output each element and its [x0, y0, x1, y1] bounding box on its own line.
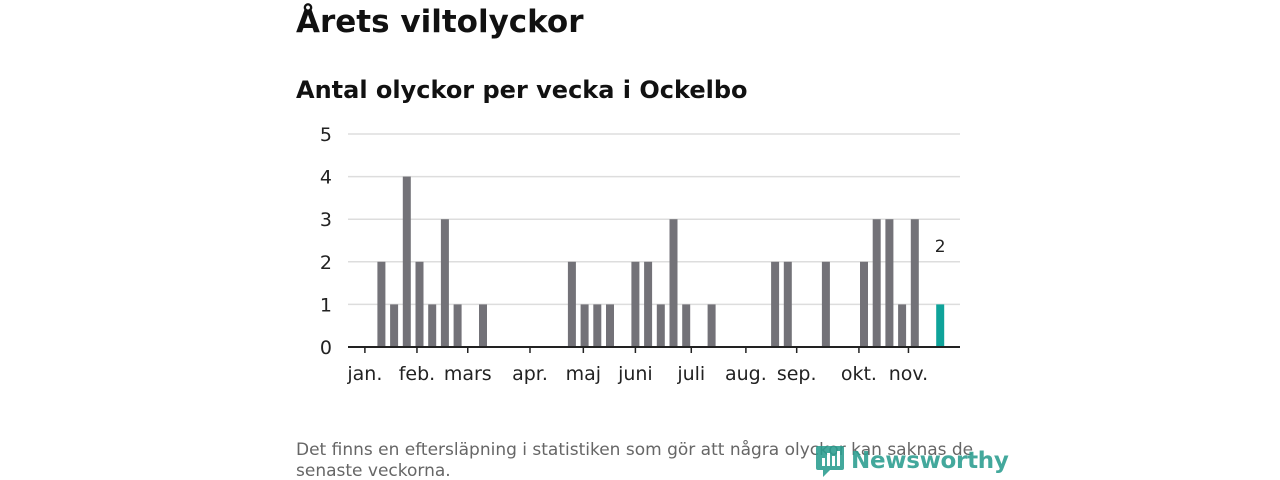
y-tick-label: 0: [320, 337, 332, 359]
bar: [707, 304, 716, 347]
x-tick-label: okt.: [841, 363, 877, 385]
x-tick-label: nov.: [889, 363, 928, 385]
x-tick-label: apr.: [512, 363, 548, 385]
y-tick-label: 5: [320, 124, 332, 146]
bar: [771, 261, 780, 347]
x-tick-label: feb.: [399, 363, 435, 385]
footnote: Det finns en eftersläpning i statistiken…: [296, 440, 974, 480]
y-tick-label: 4: [320, 167, 332, 189]
y-tick-label: 3: [320, 209, 332, 231]
x-tick-label: jan.: [346, 363, 382, 385]
bar: [453, 304, 462, 347]
newsworthy-logo-text: Newsworthy: [851, 448, 1009, 474]
highlight-value-label: 2: [935, 237, 946, 257]
bar: [402, 176, 411, 347]
bar: [860, 261, 868, 347]
chart-subtitle: Antal olyckor per vecka i Ockelbo: [296, 76, 748, 104]
bar: [910, 219, 919, 347]
bar: [669, 219, 678, 347]
x-tick-label: mars: [444, 363, 492, 385]
bar: [567, 261, 576, 347]
x-tick-label: sep.: [777, 363, 817, 385]
bar: [872, 219, 881, 347]
bar: [885, 219, 894, 347]
x-tick-label: maj: [566, 363, 601, 385]
bar: [593, 304, 602, 347]
bar-chart: 0 1 2 3 4 5 2 jan. feb. mars apr. maj juni juli aug. se…: [320, 124, 960, 385]
x-tick-label: juli: [676, 363, 705, 385]
highlighted-bar: [936, 304, 945, 347]
bar: [898, 304, 907, 347]
page-title: Årets viltolyckor: [296, 4, 584, 40]
bar: [390, 304, 399, 347]
newsworthy-logo-icon: [816, 446, 844, 477]
bar: [656, 304, 665, 347]
bar: [631, 261, 640, 347]
newsworthy-logo: Newsworthy: [815, 444, 1009, 478]
bar: [606, 304, 614, 347]
bar: [682, 304, 691, 347]
bar: [821, 261, 830, 347]
bar: [428, 304, 437, 347]
bar: [783, 261, 792, 347]
bar: [580, 304, 589, 347]
y-tick-label: 2: [320, 252, 332, 274]
bar: [644, 261, 653, 347]
bar: [377, 261, 386, 347]
bar: [479, 304, 487, 347]
bar: [415, 261, 424, 347]
x-tick-label: juni: [617, 363, 653, 385]
x-tick-label: aug.: [725, 363, 767, 385]
bar: [440, 219, 449, 347]
y-tick-label: 1: [320, 294, 332, 316]
